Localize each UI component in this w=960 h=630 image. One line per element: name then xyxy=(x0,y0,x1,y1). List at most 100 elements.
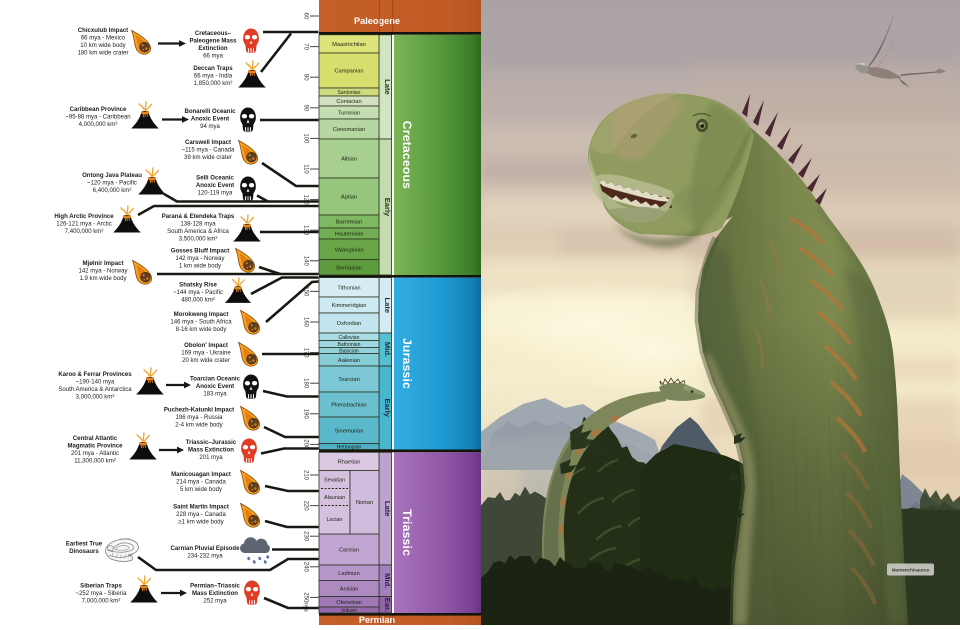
svg-text:Carnian: Carnian xyxy=(339,548,359,554)
svg-text:Mid.: Mid. xyxy=(383,573,392,588)
svg-text:~95-88 mya - Caribbean: ~95-88 mya - Caribbean xyxy=(65,115,130,121)
svg-text:Pliensbachian: Pliensbachian xyxy=(331,403,366,409)
svg-text:Caribbean Province: Caribbean Province xyxy=(70,107,127,113)
svg-text:10 km wide body: 10 km wide body xyxy=(80,43,126,49)
svg-text:Toarcian: Toarcian xyxy=(338,377,360,383)
svg-text:~190-140 mya: ~190-140 mya xyxy=(76,380,115,386)
svg-text:~120 mya - Pacific: ~120 mya - Pacific xyxy=(87,181,137,187)
svg-text:214 mya - Canada: 214 mya - Canada xyxy=(176,480,226,486)
svg-text:1,850,000 km²: 1,850,000 km² xyxy=(194,81,233,87)
svg-text:Ladinian: Ladinian xyxy=(338,571,360,577)
svg-text:8-16 km wide body: 8-16 km wide body xyxy=(176,327,228,333)
svg-text:Obolon' Impact: Obolon' Impact xyxy=(184,343,228,349)
svg-text:Albian: Albian xyxy=(341,157,357,163)
svg-text:Gosses Bluff Impact: Gosses Bluff Impact xyxy=(171,249,229,255)
svg-text:Earliest True: Earliest True xyxy=(66,542,103,548)
svg-text:234-232 mya: 234-232 mya xyxy=(187,554,223,560)
svg-text:Aptian: Aptian xyxy=(341,195,357,201)
svg-text:200: 200 xyxy=(303,439,309,450)
svg-text:Mass Extinction: Mass Extinction xyxy=(192,591,238,597)
svg-text:3,000,000 km²: 3,000,000 km² xyxy=(76,395,115,401)
svg-text:Valanginian: Valanginian xyxy=(334,247,363,253)
svg-text:130: 130 xyxy=(303,225,309,236)
svg-text:Paleogene Mass: Paleogene Mass xyxy=(189,39,237,45)
svg-text:180 km wide crater: 180 km wide crater xyxy=(77,51,128,57)
svg-text:180: 180 xyxy=(303,378,309,389)
svg-text:Paleogene: Paleogene xyxy=(354,16,400,26)
svg-text:Permian: Permian xyxy=(359,615,396,625)
svg-text:Permian–Triassic: Permian–Triassic xyxy=(190,584,240,590)
svg-text:Extinction: Extinction xyxy=(198,46,228,52)
svg-text:66 mya - India: 66 mya - India xyxy=(194,74,233,80)
svg-text:Cretaceous–: Cretaceous– xyxy=(195,31,232,37)
svg-text:210: 210 xyxy=(303,470,309,481)
svg-text:120-119 mya: 120-119 mya xyxy=(198,191,233,197)
svg-text:169 mya - Ukraine: 169 mya - Ukraine xyxy=(181,351,231,357)
svg-text:39 km wide crater: 39 km wide crater xyxy=(184,155,232,161)
svg-text:Selli Oceanic: Selli Oceanic xyxy=(196,176,234,182)
svg-text:Norian: Norian xyxy=(356,500,373,506)
svg-text:Lacian: Lacian xyxy=(327,517,343,523)
svg-text:~115 mya - Canada: ~115 mya - Canada xyxy=(182,148,235,154)
svg-text:Anoxic Event: Anoxic Event xyxy=(196,183,234,189)
svg-text:Oxfordian: Oxfordian xyxy=(337,321,362,327)
svg-text:252 mya: 252 mya xyxy=(203,599,227,605)
svg-text:Sevatian: Sevatian xyxy=(324,478,345,484)
svg-text:66 mya - Mexico: 66 mya - Mexico xyxy=(81,36,126,42)
svg-text:4,000,000 km²: 4,000,000 km² xyxy=(79,122,118,128)
svg-text:Jurassic: Jurassic xyxy=(400,338,414,389)
svg-text:Cenomanian: Cenomanian xyxy=(333,127,365,133)
svg-text:126-121 mya - Arctic: 126-121 mya - Arctic xyxy=(56,222,111,228)
svg-text:Anoxic Event: Anoxic Event xyxy=(196,384,234,390)
svg-text:228 mya - Canada: 228 mya - Canada xyxy=(176,512,226,518)
svg-text:160: 160 xyxy=(303,317,309,328)
svg-text:Callovian: Callovian xyxy=(339,335,360,341)
svg-text:~252 mya - Siberia: ~252 mya - Siberia xyxy=(76,591,128,597)
svg-text:60: 60 xyxy=(303,13,309,20)
svg-text:Hettangian: Hettangian xyxy=(337,445,362,451)
svg-text:5 km wide body: 5 km wide body xyxy=(180,487,223,493)
svg-text:Mid.: Mid. xyxy=(383,342,392,357)
svg-text:Mjølnir Impact: Mjølnir Impact xyxy=(83,261,124,267)
svg-text:Early: Early xyxy=(383,198,392,217)
svg-text:Sinemurian: Sinemurian xyxy=(335,428,364,434)
svg-text:mya: mya xyxy=(303,601,309,611)
svg-text:Carswell Impact: Carswell Impact xyxy=(185,140,231,146)
svg-text:Bajocian: Bajocian xyxy=(339,349,359,355)
svg-text:Triassic: Triassic xyxy=(400,509,414,556)
svg-text:Paraná & Etendeka Traps: Paraná & Etendeka Traps xyxy=(162,214,235,220)
svg-text:70: 70 xyxy=(303,43,309,50)
svg-text:Late: Late xyxy=(383,79,392,95)
svg-text:Saint Martin Impact: Saint Martin Impact xyxy=(173,505,229,511)
svg-text:Dinosaurs: Dinosaurs xyxy=(69,549,99,555)
svg-text:66 mya: 66 mya xyxy=(203,54,223,60)
svg-text:142 mya - Norway: 142 mya - Norway xyxy=(78,269,128,275)
svg-text:Campanian: Campanian xyxy=(334,69,363,75)
svg-text:11,300,000 km²: 11,300,000 km² xyxy=(74,459,116,465)
svg-text:480,000 km²: 480,000 km² xyxy=(181,298,215,304)
svg-text:138-128 mya: 138-128 mya xyxy=(180,222,216,228)
svg-text:2-4 km wide body: 2-4 km wide body xyxy=(175,423,223,429)
svg-text:Ontong Java Plateau: Ontong Java Plateau xyxy=(82,173,142,179)
svg-text:Berriasian: Berriasian xyxy=(336,265,362,271)
svg-text:Barremian: Barremian xyxy=(336,220,362,226)
svg-text:94 mya: 94 mya xyxy=(200,124,220,130)
svg-text:240: 240 xyxy=(303,562,309,573)
svg-text:Turonian: Turonian xyxy=(338,111,360,117)
svg-text:Anoxic Event: Anoxic Event xyxy=(191,117,229,123)
svg-text:Maastrichtian: Maastrichtian xyxy=(332,42,366,48)
svg-text:Karoo & Ferrar Provinces: Karoo & Ferrar Provinces xyxy=(58,372,132,378)
svg-text:7,000,000 km²: 7,000,000 km² xyxy=(82,599,121,605)
svg-text:Shatsky Rise: Shatsky Rise xyxy=(179,283,217,289)
svg-text:Mass Extinction: Mass Extinction xyxy=(188,448,234,454)
svg-text:196 mya - Russia: 196 mya - Russia xyxy=(175,415,223,421)
svg-text:7,400,000 km²: 7,400,000 km² xyxy=(65,229,104,235)
svg-text:Chicxulub Impact: Chicxulub Impact xyxy=(78,28,128,34)
svg-text:1.9 km wide body: 1.9 km wide body xyxy=(79,276,127,282)
svg-text:80: 80 xyxy=(303,74,309,81)
svg-text:Late: Late xyxy=(383,297,392,313)
svg-text:Induan: Induan xyxy=(341,608,357,614)
svg-text:Late: Late xyxy=(383,501,392,517)
svg-text:Puchezh-Katunki Impact: Puchezh-Katunki Impact xyxy=(164,408,234,414)
svg-text:Anisian: Anisian xyxy=(340,587,359,593)
